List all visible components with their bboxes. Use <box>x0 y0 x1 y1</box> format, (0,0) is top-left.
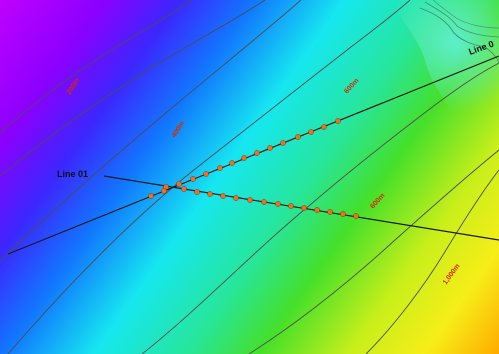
station-dot <box>308 129 314 135</box>
station-dot <box>340 211 346 217</box>
station-dot <box>148 193 154 199</box>
reef-edge-contour-1 <box>419 7 499 63</box>
shallow-reef-glow <box>390 0 499 116</box>
station-dot <box>301 205 307 211</box>
survey-line-02 <box>7 55 499 255</box>
contour-1000m-line <box>365 169 499 354</box>
station-dot <box>321 124 327 130</box>
station-dot <box>247 197 253 203</box>
contour-200m-line <box>0 0 192 134</box>
station-dot <box>295 134 301 140</box>
station-dot <box>217 165 223 171</box>
station-dot <box>220 193 226 199</box>
survey-line-01-label: Line 01 <box>57 169 88 179</box>
station-dot <box>229 160 235 166</box>
station-dot <box>203 171 209 177</box>
station-dot <box>353 213 359 219</box>
contour-600m-upper-line <box>7 0 411 354</box>
line-02-stations <box>148 118 341 199</box>
contour-800m-line <box>248 149 499 354</box>
station-dot <box>233 195 239 201</box>
station-dot <box>241 155 247 161</box>
station-dot <box>190 176 196 182</box>
station-dot <box>181 186 187 192</box>
line-01-stations <box>163 184 359 219</box>
reef-edge-contour-3 <box>432 0 499 29</box>
station-dot <box>176 181 182 187</box>
station-dot <box>335 118 341 124</box>
station-dot <box>275 201 281 207</box>
contour-400m-line <box>0 0 302 262</box>
station-dot <box>314 207 320 213</box>
station-dot <box>267 145 273 151</box>
reef-edge-contour-2 <box>424 1 499 38</box>
station-dot <box>161 188 167 194</box>
station-dot <box>207 191 213 197</box>
station-dot <box>194 189 200 195</box>
station-dot <box>288 203 294 209</box>
station-dot <box>254 150 260 156</box>
station-dot <box>327 209 333 215</box>
contour-300m-line <box>0 0 266 177</box>
contour-600m-lower-line <box>141 62 499 354</box>
station-dot <box>280 140 286 146</box>
station-dot <box>261 199 267 205</box>
